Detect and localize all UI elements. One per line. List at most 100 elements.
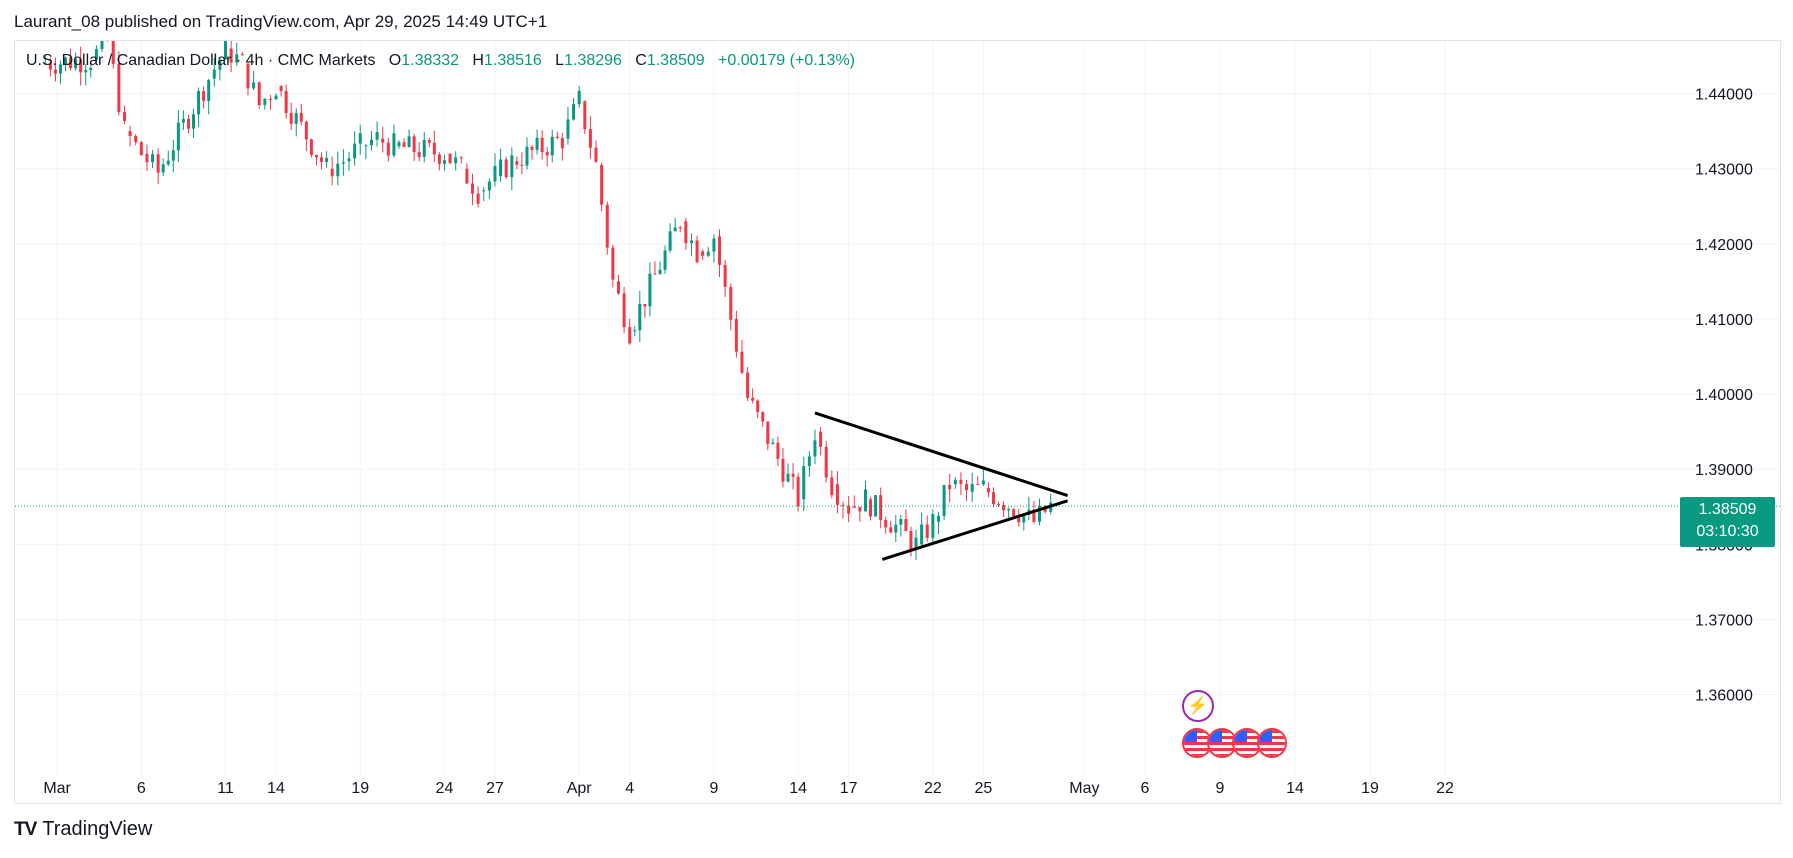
chart-pane[interactable]: 1.44000 1.43000 1.42000 1.41000 1.40000 1.390… — [14, 40, 1781, 804]
candle-body — [117, 63, 121, 113]
candle-body — [802, 466, 806, 500]
candle-body — [545, 152, 549, 156]
candle-body — [69, 57, 73, 69]
x-tick-label: 14 — [267, 780, 285, 797]
candle-body — [746, 372, 750, 398]
candle-body — [122, 112, 126, 122]
x-tick-label: 6 — [1141, 780, 1150, 797]
candle-body — [600, 164, 604, 205]
candle-body — [796, 476, 800, 507]
candle-body — [304, 121, 308, 140]
candle-body — [991, 492, 995, 505]
x-tick-label: 24 — [436, 780, 454, 797]
x-tick-label: 9 — [1216, 780, 1225, 797]
candle-body — [386, 142, 390, 156]
candle-body — [392, 133, 396, 156]
candle-body — [948, 484, 952, 490]
last-price: 1.38509 — [1698, 501, 1757, 518]
candle-body — [771, 442, 775, 445]
candle-body — [476, 193, 480, 204]
candle-body — [274, 95, 278, 100]
candle-body — [1007, 509, 1011, 511]
candle-body — [358, 133, 362, 144]
candle-body — [965, 483, 969, 491]
high-label: H — [472, 52, 484, 69]
candle-body — [145, 153, 149, 163]
y-tick-label: 1.41000 — [1695, 312, 1753, 329]
candle-body — [515, 161, 519, 165]
symbol-legend: U.S. Dollar / Canadian Dollar · 4h · CMC… — [26, 52, 855, 70]
x-tick-label: 19 — [1361, 780, 1379, 797]
us-flag-event-icon[interactable] — [1257, 728, 1287, 758]
candle-body — [931, 514, 935, 538]
candle-body — [448, 153, 452, 164]
candle-body — [904, 519, 908, 531]
candle-body — [375, 132, 379, 140]
candle-body — [914, 537, 918, 550]
candle-body — [1002, 504, 1006, 511]
candle-body — [863, 489, 867, 512]
candle-body — [53, 69, 57, 74]
us-flag-event-icon[interactable] — [1232, 728, 1262, 758]
candle-body — [638, 303, 642, 331]
candle-body — [959, 479, 963, 484]
candle-body — [997, 504, 1001, 506]
candle-body — [925, 524, 929, 538]
candle-body — [58, 64, 62, 74]
candle-body — [240, 54, 244, 56]
candle-body — [1012, 509, 1016, 517]
candle-body — [229, 48, 233, 63]
candle-body — [128, 131, 132, 136]
candle-body — [465, 168, 469, 184]
x-tick-label: Mar — [43, 780, 71, 797]
us-flag-event-icon[interactable] — [1182, 728, 1212, 758]
candle-body — [830, 477, 834, 496]
candle-body — [1017, 516, 1021, 523]
candle-body — [186, 119, 190, 129]
open-value: 1.38332 — [401, 52, 460, 69]
brand-name: TradingView — [42, 818, 153, 840]
candle-body — [740, 351, 744, 373]
candle-body — [48, 63, 52, 70]
candle-body — [756, 400, 760, 413]
candle-body — [819, 431, 823, 447]
candle-body — [847, 505, 851, 514]
tradingview-footer[interactable]: TV TradingView — [14, 818, 152, 841]
symbol-name[interactable]: U.S. Dollar / Canadian Dollar · 4h · CMC… — [26, 52, 376, 69]
candle-body — [689, 240, 693, 243]
candle-body — [729, 286, 733, 320]
candle-body — [181, 119, 185, 123]
candle-body — [761, 412, 765, 422]
price-chart[interactable]: 1.44000 1.43000 1.42000 1.41000 1.40000 1.390… — [15, 41, 1780, 803]
candle-body — [336, 163, 340, 177]
candle-body — [454, 157, 458, 164]
x-tick-label: 6 — [137, 780, 146, 797]
candle-body — [330, 168, 334, 177]
x-tick-label: Apr — [567, 780, 593, 797]
candle-body — [487, 181, 491, 191]
y-tick-label: 1.37000 — [1695, 612, 1753, 629]
close-label: C — [635, 52, 647, 69]
change-value: +0.00179 (+0.13%) — [718, 52, 856, 69]
candle-body — [84, 70, 88, 73]
x-tick-label: 22 — [924, 780, 942, 797]
y-tick-label: 1.43000 — [1695, 162, 1753, 179]
candle-body — [364, 145, 368, 147]
candle-body — [151, 154, 155, 163]
candle-body — [161, 164, 165, 173]
y-tick-label: 1.39000 — [1695, 462, 1753, 479]
candle-body — [252, 82, 256, 89]
candle-body — [437, 154, 441, 164]
candle-body — [246, 63, 250, 89]
candle-body — [412, 136, 416, 153]
candle-body — [824, 446, 828, 478]
candle-body — [320, 157, 324, 163]
candle-body — [1022, 514, 1026, 523]
candle-body — [712, 238, 716, 252]
candle-body — [74, 59, 78, 69]
candle-body — [879, 495, 883, 521]
event-bolt-icon[interactable]: ⚡ — [1182, 690, 1214, 722]
candle-body — [894, 524, 898, 533]
candle-body — [504, 159, 508, 178]
candle-body — [572, 104, 576, 120]
